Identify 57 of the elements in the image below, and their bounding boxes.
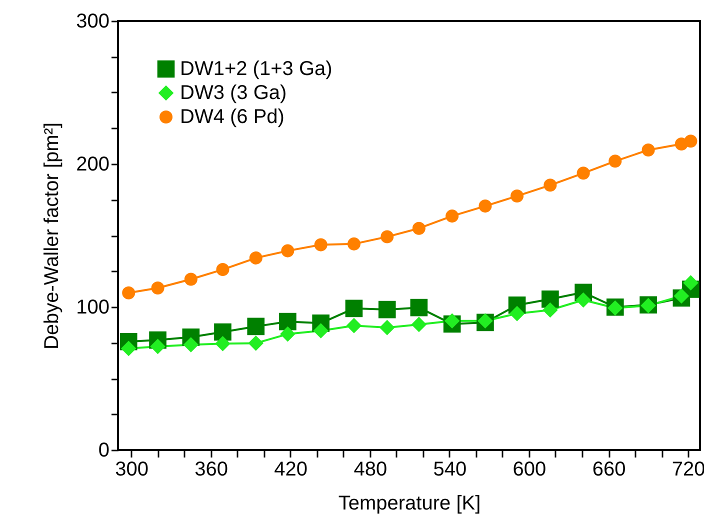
point [280,326,296,342]
y-tick-label: 200 [76,154,110,176]
point [248,336,264,351]
point [544,178,557,192]
point [215,336,230,352]
x-axis-title: Temperature [K] [338,492,481,514]
point [478,200,492,213]
point [122,286,136,300]
point [378,300,396,318]
x-tick-label: 360 [194,458,228,480]
point [151,281,164,294]
point [683,275,698,290]
legend-label: DW1+2 (1+3 Ga) [180,58,332,80]
y-axis-title: Debye-Waller factor [pm²] [41,122,64,350]
point [411,316,427,332]
point [380,230,394,244]
point [216,263,230,276]
x-tick-label: 540 [433,458,467,480]
point [446,210,459,223]
point [542,290,559,308]
point [542,302,558,318]
point [313,323,329,338]
point [247,318,265,336]
point [249,251,262,264]
point [684,134,698,148]
point [509,306,525,322]
point [674,288,690,304]
point [347,237,360,250]
point [412,222,426,235]
x-tick-label: 300 [115,458,148,480]
legend-label: DW3 (3 Ga) [180,82,287,104]
point [150,338,166,354]
legend-label: DW4 (6 Pd) [180,106,284,128]
y-tick-label: 300 [76,10,110,32]
point [346,318,362,334]
point [345,300,363,318]
x-tick-label: 600 [512,458,546,480]
y-tick-label: 100 [76,296,110,318]
point [444,313,460,329]
point [281,244,294,258]
point [279,312,296,330]
point [642,143,655,156]
point [184,272,198,286]
point [410,298,428,316]
point [510,190,524,203]
point [576,292,591,308]
x-tick-label: 660 [592,458,626,480]
y-tick-label: 0 [98,440,110,462]
point [379,320,395,336]
point [576,166,590,180]
point [314,238,328,252]
x-tick-label: 420 [274,458,308,480]
point [183,337,199,352]
x-tick-label: 480 [354,458,388,480]
point [214,323,232,341]
point [120,340,136,356]
point [608,154,622,168]
